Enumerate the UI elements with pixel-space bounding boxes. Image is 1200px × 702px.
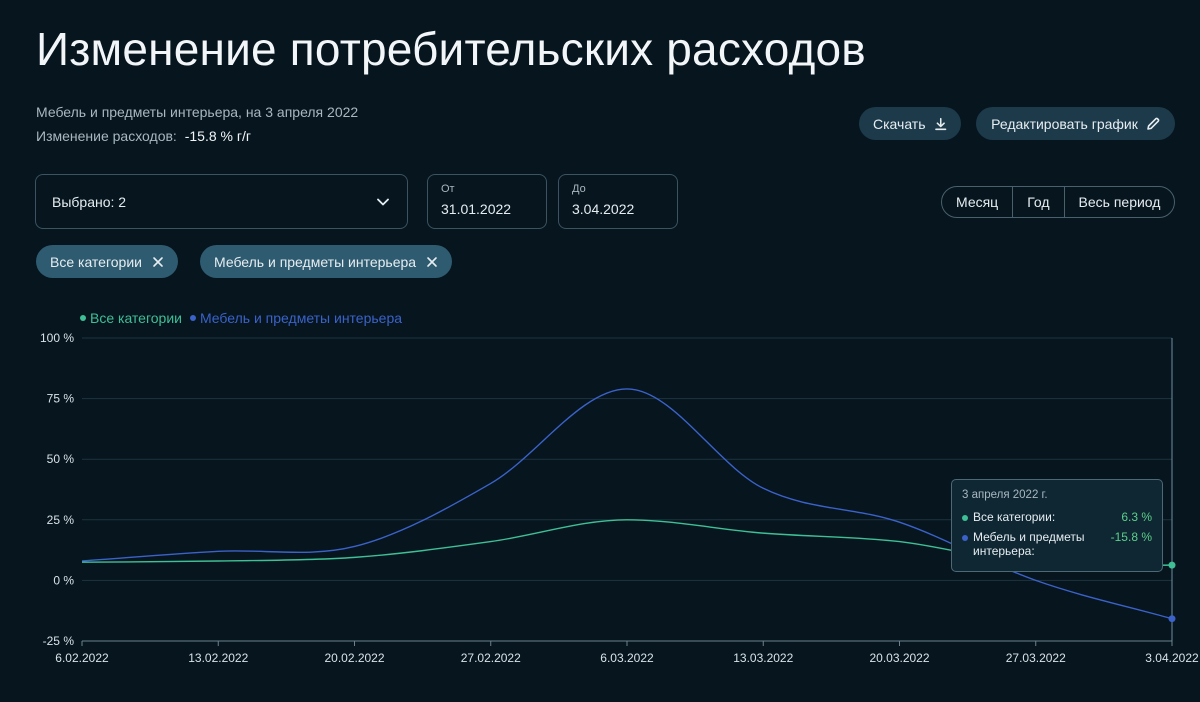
x-tick-label: 20.02.2022 (324, 651, 384, 665)
x-tick-label: 3.04.2022 (1145, 651, 1199, 665)
category-select-value: Выбрано: 2 (52, 193, 127, 210)
close-icon[interactable] (152, 256, 164, 268)
date-from-label: От (441, 183, 455, 195)
tooltip-swatch-all (962, 515, 968, 521)
y-tick-label: 75 % (47, 392, 75, 406)
x-tick-label: 27.03.2022 (1006, 651, 1066, 665)
legend-item-furniture[interactable]: Мебель и предметы интерьера (189, 310, 403, 326)
tooltip-name-all: Все категории: (973, 510, 1056, 524)
tooltip-name-furniture: Мебель и предметы интерьера: (973, 530, 1085, 558)
x-tick-label: 6.03.2022 (600, 651, 654, 665)
date-from-value: 31.01.2022 (441, 201, 512, 217)
edit-chart-button[interactable]: Редактировать график (976, 107, 1175, 140)
download-icon (934, 117, 946, 130)
pencil-icon (1147, 117, 1160, 130)
series-point-all (1168, 561, 1176, 569)
x-tick-label: 6.02.2022 (55, 651, 109, 665)
category-select[interactable]: Выбрано: 2 (35, 174, 408, 229)
chip-all-categories-label: Все категории (50, 253, 142, 270)
tooltip-swatch-furniture (962, 535, 968, 541)
tooltip-row-all: Все категории: 6.3 % (962, 510, 1152, 524)
series-point-furniture (1168, 615, 1176, 623)
close-icon[interactable] (426, 256, 438, 268)
y-tick-label: 100 % (40, 331, 74, 345)
tooltip-value-all: 6.3 % (1121, 510, 1152, 524)
y-tick-label: 50 % (47, 452, 75, 466)
x-tick-label: 13.02.2022 (188, 651, 248, 665)
x-tick-label: 13.03.2022 (733, 651, 793, 665)
change-value: -15.8 % г/г (184, 128, 251, 144)
period-year[interactable]: Год (1012, 187, 1063, 217)
chip-all-categories: Все категории (36, 245, 178, 278)
period-switcher: Месяц Год Весь период (941, 186, 1176, 218)
chevron-down-icon (377, 198, 389, 205)
chart-subtitle: Мебель и предметы интерьера, на 3 апреля… (36, 104, 359, 120)
tooltip-row-furniture: Мебель и предметы интерьера: -15.8 % (962, 530, 1152, 558)
x-tick-label: 27.02.2022 (461, 651, 521, 665)
legend-swatch-furniture (189, 315, 196, 321)
page-title: Изменение потребительских расходов (36, 23, 866, 75)
download-button[interactable]: Скачать (859, 107, 961, 140)
legend-label-all: Все категории (90, 310, 182, 326)
chip-furniture-label: Мебель и предметы интерьера (214, 253, 417, 270)
legend-item-all[interactable]: Все категории (80, 310, 182, 326)
date-from-field[interactable]: От 31.01.2022 (427, 174, 547, 229)
tooltip-date: 3 апреля 2022 г. (962, 489, 1048, 501)
y-tick-label: 0 % (53, 573, 74, 587)
legend-label-furniture: Мебель и предметы интерьера (199, 310, 403, 326)
tooltip-value-furniture: -15.8 % (1110, 530, 1152, 544)
change-summary: Изменение расходов: -15.8 % г/г (36, 128, 251, 144)
chart-legend: Все категории Мебель и предметы интерьер… (80, 310, 402, 326)
date-to-field[interactable]: До 3.04.2022 (558, 174, 678, 229)
date-to-label: До (572, 183, 586, 195)
period-month[interactable]: Месяц (956, 194, 999, 210)
date-to-value: 3.04.2022 (572, 201, 635, 217)
chip-furniture: Мебель и предметы интерьера (200, 245, 453, 278)
edit-chart-label: Редактировать график (991, 115, 1138, 132)
y-tick-label: -25 % (43, 634, 75, 648)
y-tick-label: 25 % (47, 513, 75, 527)
chart-tooltip: 3 апреля 2022 г. Все категории: 6.3 % Ме… (951, 479, 1163, 572)
download-label: Скачать (873, 115, 926, 132)
x-tick-label: 20.03.2022 (869, 651, 929, 665)
legend-swatch-all (80, 315, 86, 321)
change-label: Изменение расходов: (36, 128, 177, 144)
period-all[interactable]: Весь период (1063, 187, 1175, 217)
